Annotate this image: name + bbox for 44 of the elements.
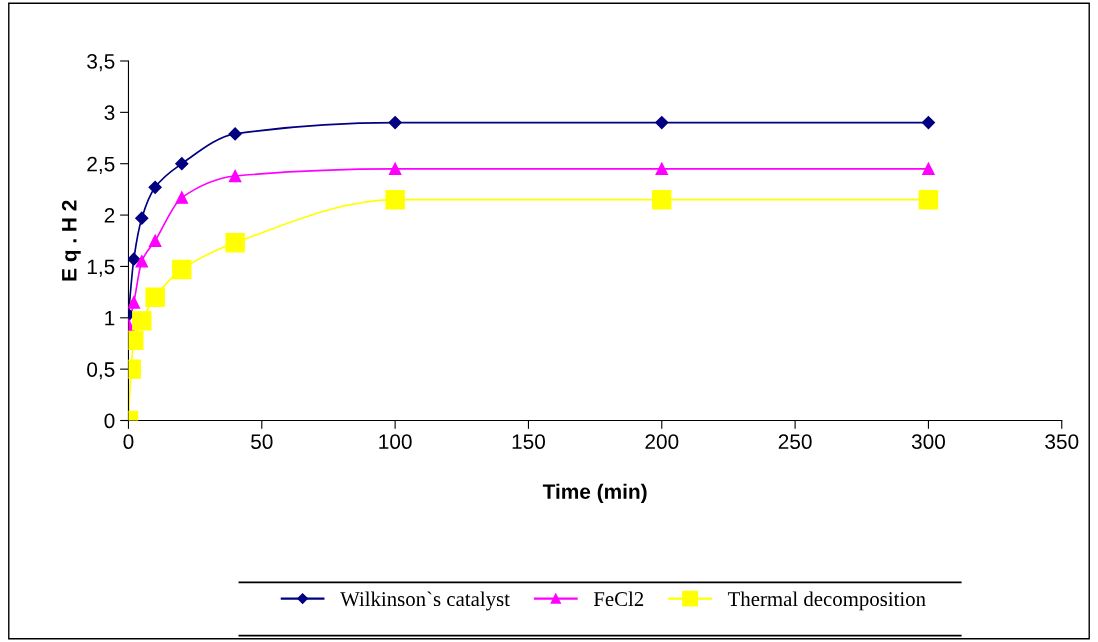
x-tick-label: 50 <box>251 434 273 450</box>
legend-label: FeCl2 <box>593 591 644 607</box>
point <box>922 162 935 176</box>
y-tick-label: 2 <box>104 208 115 223</box>
y-tick-label: 1,5 <box>87 259 115 277</box>
legend-label: Thermal decomposition <box>727 591 926 611</box>
point <box>385 189 405 210</box>
x-tick-label: 250 <box>778 434 812 450</box>
legend-label: Wilkinson`s catalyst <box>340 591 510 611</box>
point <box>135 211 149 225</box>
y-axis-title: E q . H 2 <box>61 200 81 281</box>
point <box>135 255 149 268</box>
y-tick-label: 3,5 <box>87 53 115 72</box>
point <box>132 311 152 331</box>
y-tick-label: 0,5 <box>87 362 115 380</box>
point <box>128 296 141 309</box>
point <box>655 162 669 176</box>
point <box>225 233 245 253</box>
x-tick-label: 100 <box>379 434 412 450</box>
x-tick-label: 200 <box>645 434 679 450</box>
point <box>145 287 165 307</box>
y-tick-label: 1 <box>105 311 115 326</box>
y-tick-label: 0 <box>104 413 115 429</box>
point <box>388 116 402 130</box>
y-tick-label: 3 <box>104 105 115 121</box>
point <box>148 180 162 194</box>
point <box>172 259 192 280</box>
point <box>175 191 189 204</box>
x-tick-label: 300 <box>911 434 945 450</box>
x-tick-label: 150 <box>512 434 546 450</box>
x-tick-label: 350 <box>1045 434 1079 450</box>
x-axis-title: Time (min) <box>542 483 647 504</box>
point <box>175 157 189 171</box>
point <box>228 169 242 183</box>
point <box>388 162 402 176</box>
point <box>655 116 669 130</box>
point <box>652 189 672 210</box>
y-tick-label: 2,5 <box>87 156 115 174</box>
point <box>921 116 936 130</box>
point <box>148 234 162 248</box>
point <box>918 189 939 210</box>
point <box>228 127 242 141</box>
x-tick-label: 0 <box>123 434 134 450</box>
point <box>128 252 141 266</box>
